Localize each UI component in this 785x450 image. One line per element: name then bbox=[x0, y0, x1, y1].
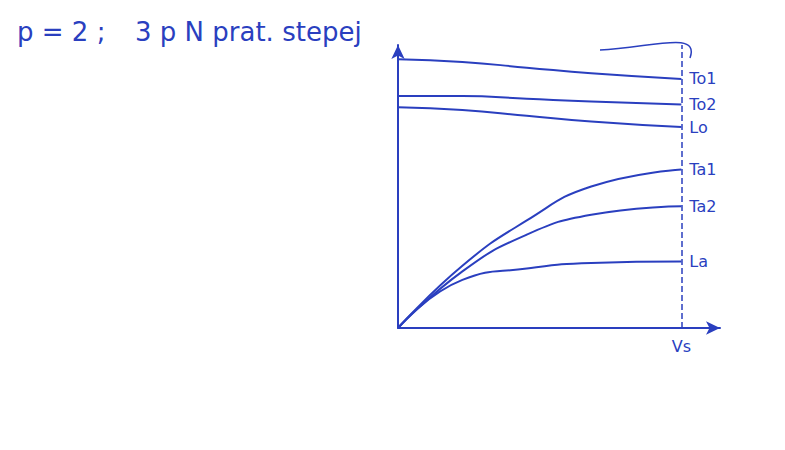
svg-text:To1: To1 bbox=[688, 69, 716, 88]
svg-text:To2: To2 bbox=[688, 95, 716, 114]
svg-text:Lo: Lo bbox=[689, 118, 707, 137]
svg-text:p = 2 ;: p = 2 ; bbox=[17, 17, 105, 47]
svg-text:Ta2: Ta2 bbox=[688, 197, 716, 216]
svg-text:La: La bbox=[689, 252, 708, 271]
svg-text:3 p N prat. stepej: 3 p N prat. stepej bbox=[135, 17, 362, 47]
svg-text:Ta1: Ta1 bbox=[688, 160, 716, 179]
svg-text:Vs: Vs bbox=[672, 337, 691, 356]
